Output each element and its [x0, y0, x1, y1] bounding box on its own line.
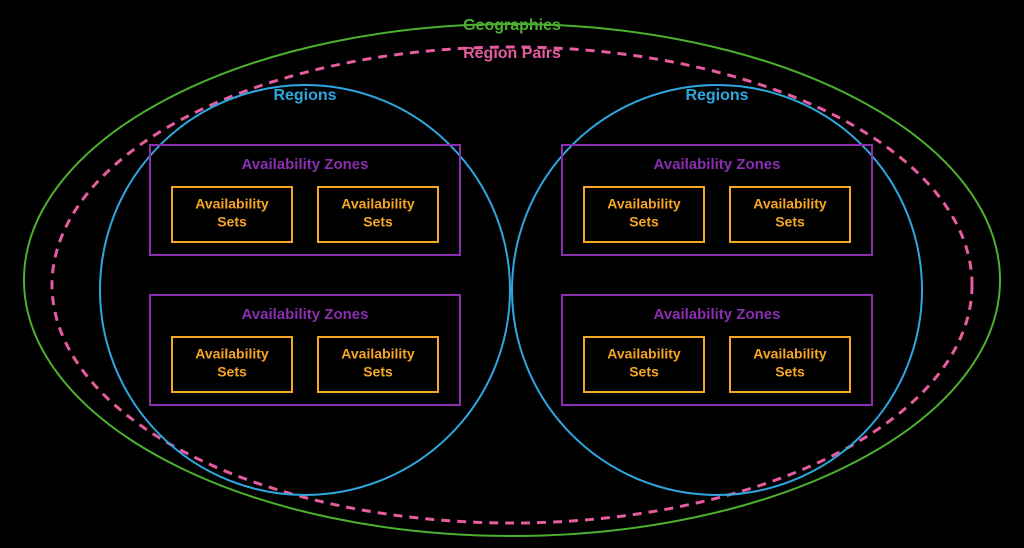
azure-hierarchy-diagram: Geographies Region Pairs Regions Regions Ava… — [0, 0, 1024, 548]
availability-zone-label-2: Availability Zones — [654, 156, 781, 173]
region-pairs-label: Region Pairs — [463, 45, 561, 62]
region-label-left: Regions — [273, 87, 336, 104]
geographies-label: Geographies — [463, 17, 561, 34]
availability-zone-label-0: Availability Zones — [242, 156, 369, 173]
availability-zone-label-3: Availability Zones — [654, 306, 781, 323]
availability-zone-label-1: Availability Zones — [242, 306, 369, 323]
region-label-right: Regions — [685, 87, 748, 104]
